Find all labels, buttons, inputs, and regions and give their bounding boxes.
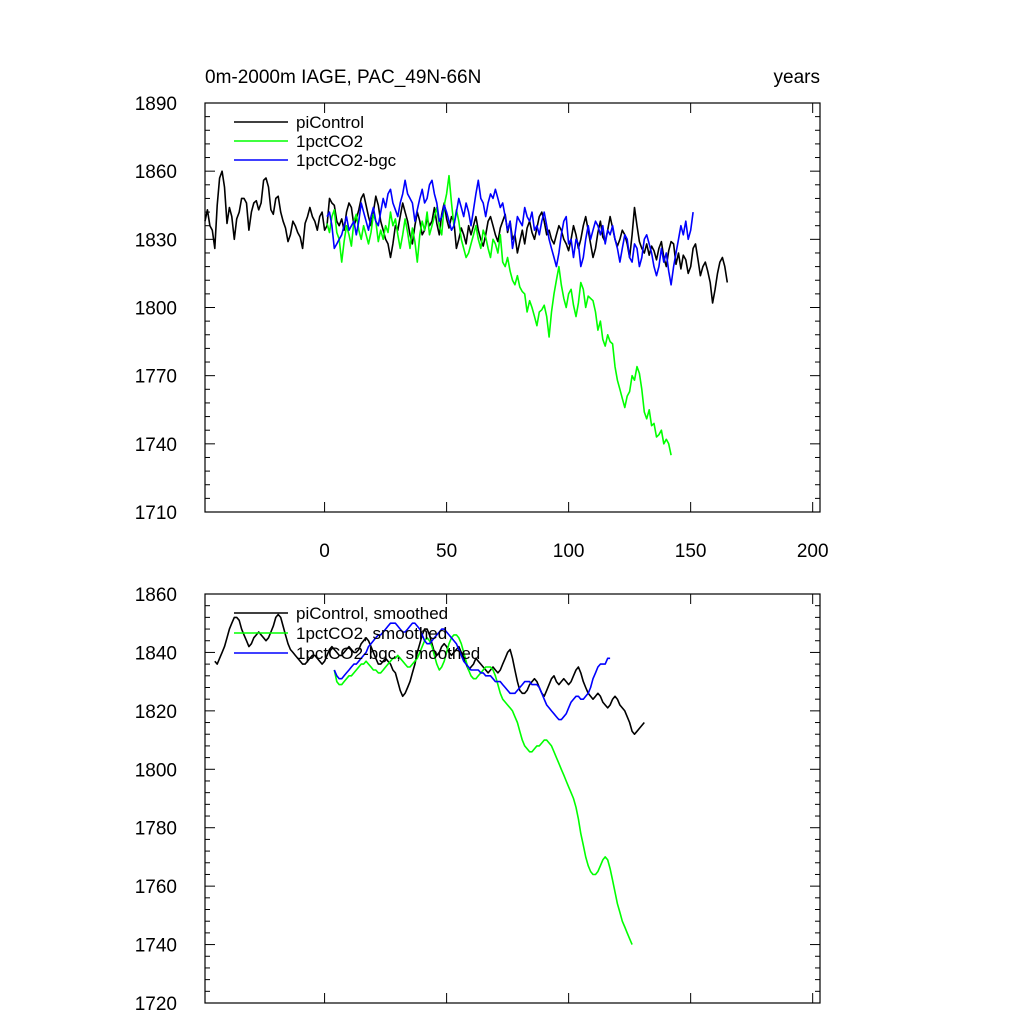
x-tick-label: 0 <box>319 541 330 562</box>
y-tick-label: 1780 <box>135 819 177 840</box>
bottom-y-tick-labels: 1720 1740 1760 1780 1800 1820 1840 1860 <box>135 585 177 1015</box>
series-line-1pctco2-smoothed <box>333 634 633 945</box>
y-tick-label: 1830 <box>135 230 177 251</box>
top-series-lines <box>204 170 729 456</box>
y-tick-label: 1740 <box>135 936 177 957</box>
y-tick-label: 1710 <box>135 503 177 524</box>
y-tick-label: 1820 <box>135 702 177 723</box>
y-tick-label: 1740 <box>135 435 177 456</box>
y-tick-label: 1760 <box>135 877 177 898</box>
y-tick-label: 1890 <box>135 94 177 115</box>
legend-label: 1pctCO2, smoothed <box>296 624 447 643</box>
legend-label: 1pctCO2 <box>296 132 363 151</box>
top-axis-ticks <box>205 102 820 513</box>
series-line-1pctco2-bgc-smoothed <box>333 622 611 721</box>
y-tick-label: 1720 <box>135 994 177 1015</box>
x-tick-label: 50 <box>436 541 457 562</box>
chart-units-label: years <box>774 67 820 88</box>
y-tick-label: 1860 <box>135 162 177 183</box>
y-tick-label: 1800 <box>135 760 177 781</box>
series-line-picontrol-smoothed <box>214 613 645 736</box>
legend-label: piControl, smoothed <box>296 604 448 623</box>
bottom-chart-panel: 1720 1740 1760 1780 1800 1820 1840 1860 piContr… <box>135 585 821 1015</box>
series-line-1pctco2-bgc <box>326 179 694 286</box>
legend-label: 1pctCO2-bgc, smoothed <box>296 644 480 663</box>
x-tick-label: 100 <box>553 541 585 562</box>
y-tick-label: 1840 <box>135 643 177 664</box>
top-chart-panel: 0m-2000m IAGE, PAC_49N-66N years 1710 174… <box>135 67 829 562</box>
top-y-tick-labels: 1710 1740 1770 1800 1830 1860 1890 <box>135 94 177 524</box>
x-tick-label: 150 <box>675 541 707 562</box>
legend-label: 1pctCO2-bgc <box>296 151 397 170</box>
series-line-1pctco2 <box>326 174 672 456</box>
bottom-axis-ticks <box>205 593 820 1004</box>
top-x-tick-labels: 0 50 100 150 200 <box>319 541 828 562</box>
y-tick-label: 1860 <box>135 585 177 606</box>
chart-title: 0m-2000m IAGE, PAC_49N-66N <box>205 67 481 88</box>
y-tick-label: 1770 <box>135 367 177 388</box>
y-tick-label: 1800 <box>135 299 177 320</box>
legend-label: piControl <box>296 113 364 132</box>
bottom-plot-frame <box>204 593 821 1004</box>
bottom-series-lines <box>214 613 645 945</box>
series-line-picontrol <box>204 170 729 304</box>
top-plot-frame <box>204 102 821 513</box>
x-tick-label: 200 <box>797 541 829 562</box>
